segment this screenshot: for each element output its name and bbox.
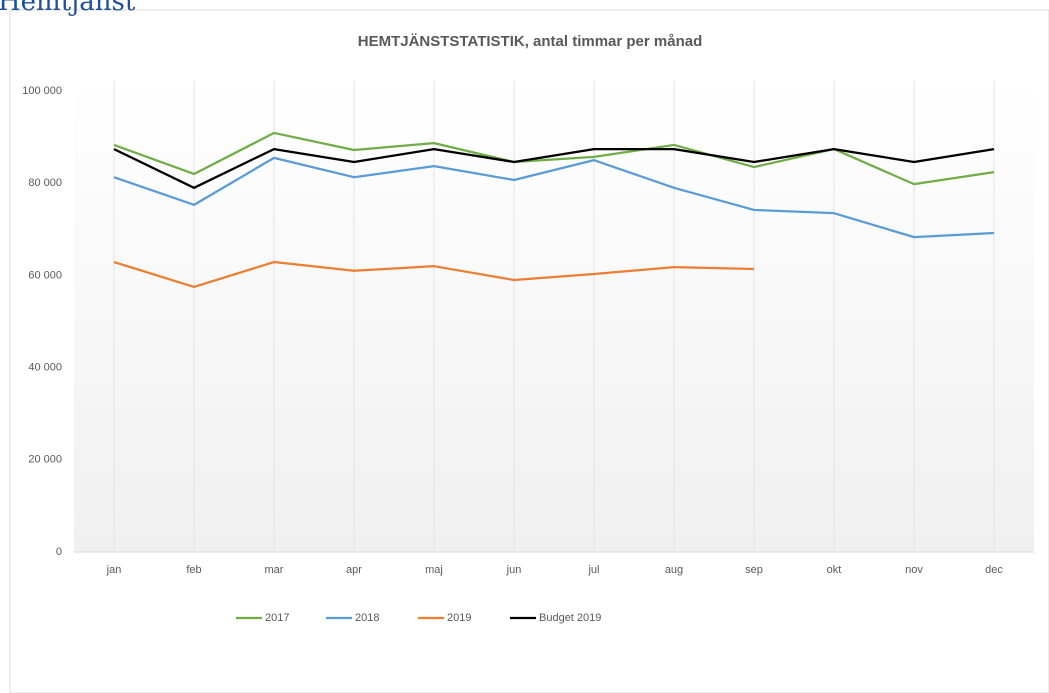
chart-title: HEMTJÄNSTSTATISTIK, antal timmar per mån… [358,33,703,50]
x-tick-label: aug [665,564,683,576]
y-tick-label: 100 000 [22,85,62,97]
x-tick-label: maj [425,564,443,576]
y-tick-label: 60 000 [28,269,62,281]
series-line [113,147,995,189]
plot-area [74,80,1034,552]
legend-label: 2018 [355,612,379,624]
x-tick-label: okt [827,564,842,576]
x-tick-label: nov [905,564,923,576]
x-tick-label: feb [186,564,201,576]
x-tick-label: sep [745,564,763,576]
x-tick-label: jun [506,564,522,576]
x-tick-label: apr [346,564,362,576]
y-tick-label: 80 000 [28,177,62,189]
y-tick-label: 40 000 [28,362,62,374]
series-line [113,156,995,239]
x-tick-label: mar [265,564,284,576]
series-line [113,260,755,289]
x-tick-label: jan [106,564,122,576]
legend-label: 2019 [447,612,471,624]
x-tick-label: dec [985,564,1003,576]
y-tick-label: 0 [56,546,62,558]
page-header: Hemtjänst [0,0,136,17]
series-line [113,131,995,186]
x-tick-label: jul [587,564,599,576]
y-tick-label: 20 000 [28,454,62,466]
legend-label: Budget 2019 [539,612,601,624]
legend-label: 2017 [265,612,289,624]
